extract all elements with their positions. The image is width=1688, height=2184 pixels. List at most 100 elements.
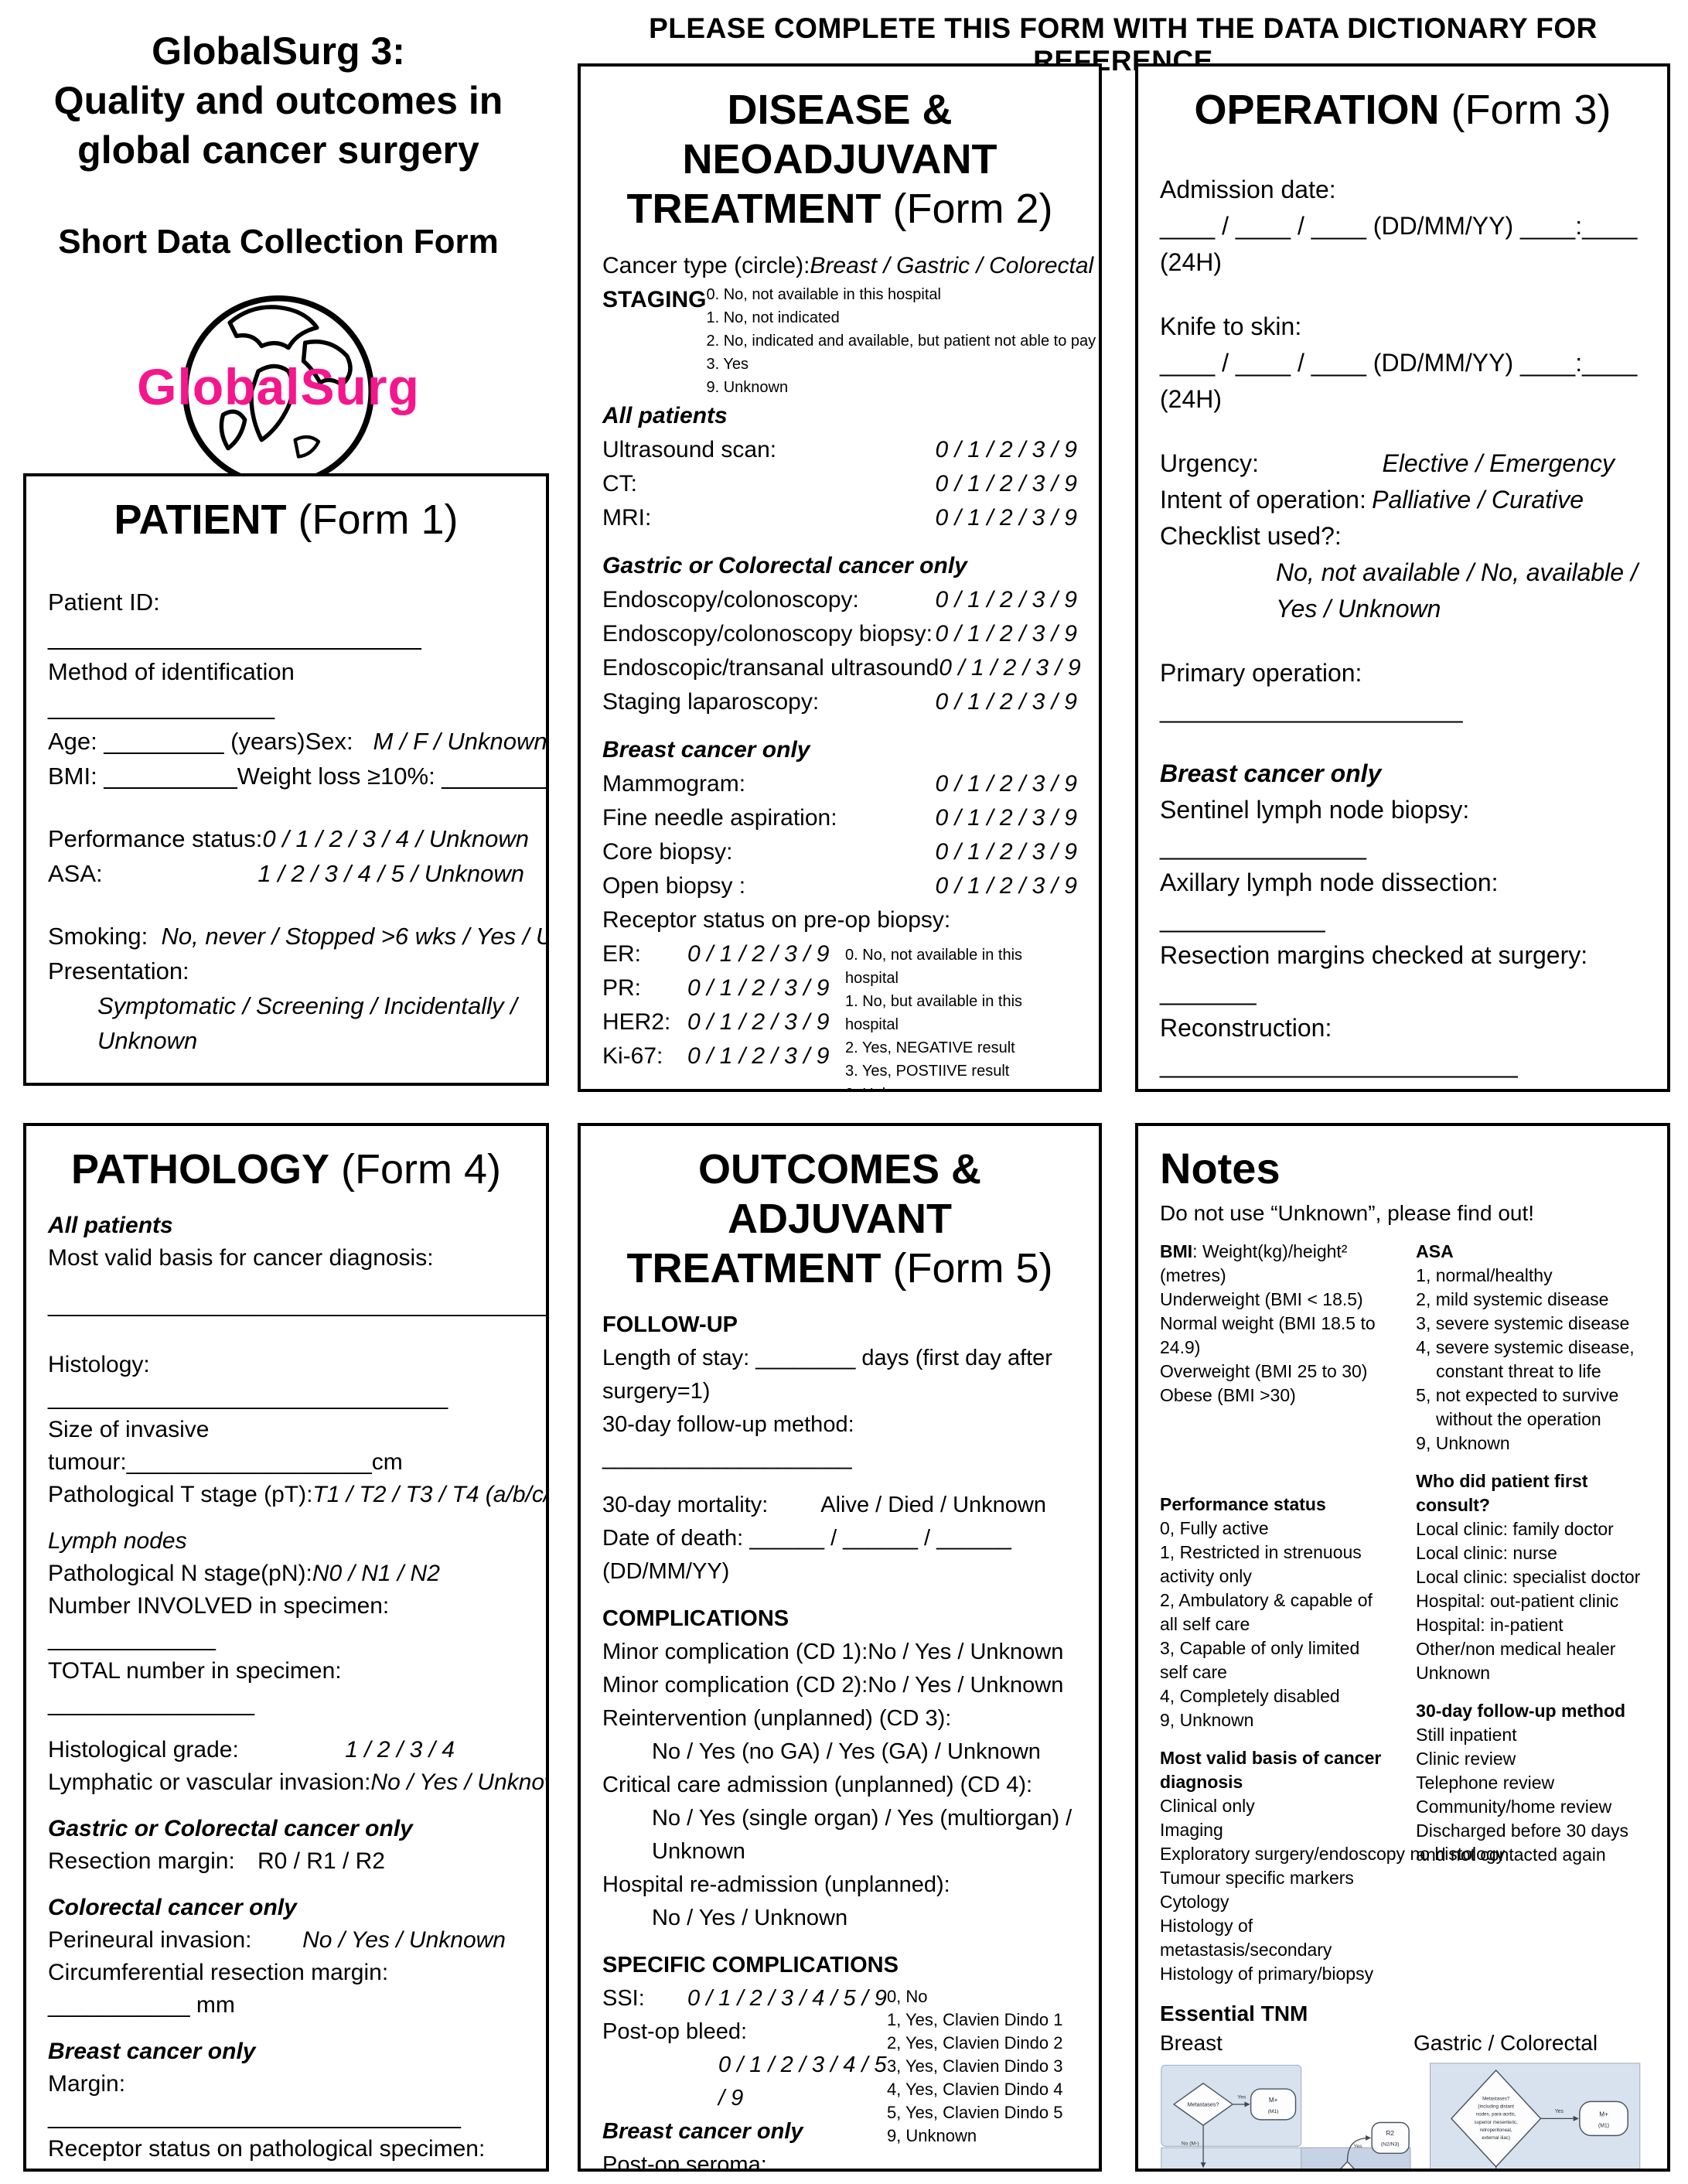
specific-complications-heading: SPECIFIC COMPLICATIONS xyxy=(602,1953,899,1978)
urgency-label: Urgency: xyxy=(1160,449,1260,477)
field-fna: Fine needle aspiration: 0 / 1 / 2 / 3 / 9 xyxy=(602,801,1077,835)
mammogram-label: Mammogram: xyxy=(602,771,746,797)
breast-r2-result xyxy=(1371,2121,1410,2155)
field-er: ER: 0 / 1 / 2 / 3 / 9 xyxy=(602,937,829,971)
field-crm: Circumferential resection margin: ______… xyxy=(48,1960,389,2018)
receptor-path-legend: 0. No, not available in this hospital 1.… xyxy=(300,2165,524,2169)
section-gastric-colorectal: Gastric or Colorectal cancer only xyxy=(602,553,967,578)
mri-label: MRI: xyxy=(602,505,652,531)
field-sentinel-node-biopsy: Sentinel lymph node biopsy: ____________… xyxy=(1160,796,1470,860)
field-patient-id: Patient ID: ____________________________ xyxy=(48,589,421,650)
ssi-label: SSI: xyxy=(602,1986,645,2011)
branding: GlobalSurg 3: Quality and outcomes in gl… xyxy=(23,26,534,543)
cd2-label: Minor complication (CD 2): xyxy=(602,1673,868,1698)
receptor-path-block: ER:0 / 1 / 2 / 3 / 9 PR:0 / 1 / 2 / 3 / … xyxy=(48,2165,524,2169)
consult-heading: Who did patient first consult? xyxy=(1416,1471,1588,1515)
field-axillary-dissection: Axillary lymph node dissection: ________… xyxy=(1160,868,1499,933)
cd-legend-2: 2, Yes, Clavien Dindo 2 xyxy=(886,2033,1063,2053)
field-primary-operation: Primary operation: _____________________… xyxy=(1160,659,1463,723)
ki67-label: Ki-67: xyxy=(602,1043,663,1069)
asa-2: 2, mild systemic disease xyxy=(1416,1289,1609,1309)
receptor-preop-rows: ER: 0 / 1 / 2 / 3 / 9 PR: 0 / 1 / 2 / 3 / … xyxy=(602,937,829,1073)
urgency-options: Elective / Emergency xyxy=(1382,449,1615,477)
fu-3: Community/home review xyxy=(1416,1797,1612,1817)
field-resection-margin: Resection margin: R0 / R1 / R2 xyxy=(48,1845,524,1878)
field-mammogram: Mammogram: 0 / 1 / 2 / 3 / 9 xyxy=(602,767,1077,801)
bmi-formula: : Weight(kg)/height² (metres) xyxy=(1160,1241,1348,1285)
fu-2: Telephone review xyxy=(1416,1773,1555,1793)
field-sex-options: M / F / Unknown xyxy=(373,728,547,755)
field-weight-loss-label: Weight loss ≥10%: _________ xyxy=(237,763,549,790)
asa-9: 9, Unknown xyxy=(1416,1433,1510,1453)
bmi-obese: Obese (BMI >30) xyxy=(1160,1385,1296,1405)
asa-heading: ASA xyxy=(1416,1241,1454,1261)
gc-metastases-decision xyxy=(1450,2069,1542,2168)
field-minor-complication-cd1: Minor complication (CD 1): No / Yes / Unk… xyxy=(602,1636,1077,1669)
cd4-options: No / Yes (single organ) / Yes (multiorga… xyxy=(652,1806,1072,1864)
asa-4b: constant threat to life xyxy=(1436,1361,1601,1381)
perf-0: 0, Fully active xyxy=(1160,1518,1269,1538)
cd-legend-4: 4, Yes, Clavien Dindo 4 xyxy=(886,2080,1063,2099)
field-her2: HER2: 0 / 1 / 2 / 3 / 9 xyxy=(602,1005,829,1039)
fna-options: 0 / 1 / 2 / 3 / 9 xyxy=(935,805,1077,831)
basis-4: Cytology xyxy=(1160,1892,1229,1912)
open-biopsy-options: 0 / 1 / 2 / 3 / 9 xyxy=(935,873,1077,899)
flowchart-text: external iliac) xyxy=(1482,2135,1510,2141)
gc-m1-result xyxy=(1578,2100,1628,2137)
specific-complications-block: SSI: 0 / 1 / 2 / 3 / 4 / 5 / 9 Post-op bl… xyxy=(602,1982,1077,2169)
form5-title: OUTCOMES & ADJUVANT TREATMENT (Form 5) xyxy=(602,1145,1077,1293)
mortality-label: 30-day mortality: xyxy=(602,1493,769,1517)
pr-options: 0 / 1 / 2 / 3 / 9 xyxy=(687,975,830,1001)
fu-1: Clinic review xyxy=(1416,1749,1516,1769)
globalsurg-wordmark: GlobalSurg xyxy=(137,358,420,415)
smoking-options: No, never / Stopped >6 wks / Yes / Unkno… xyxy=(161,923,546,950)
pt-stage-label: Pathological T stage (pT): xyxy=(48,1482,313,1507)
admission-date-label: Admission date: xyxy=(1160,176,1336,203)
form3-title: OPERATION (Form 3) xyxy=(1160,85,1645,135)
field-bmi-weightloss: BMI: __________ Weight loss ≥10%: ______… xyxy=(48,759,546,793)
asa-1: 1, normal/healthy xyxy=(1416,1265,1553,1285)
readmission-options: No / Yes / Unknown xyxy=(652,1906,848,1930)
field-reconstruction: Reconstruction: ________________________… xyxy=(1160,1014,1518,1078)
study-title-line3: global cancer surgery xyxy=(77,128,479,172)
ultrasound-label: Ultrasound scan: xyxy=(602,437,777,462)
flowchart-text: No (M-) xyxy=(1182,2141,1199,2146)
resection-margin-label: Resection margin: xyxy=(48,1848,235,1874)
patient-form1-section: PATIENT (Form 1) Patient ID: ___________… xyxy=(23,473,549,1086)
consult-1: Local clinic: nurse xyxy=(1416,1543,1557,1563)
study-title-line1: GlobalSurg 3: xyxy=(152,29,405,73)
breast-tnm-flowchart: Metastases? Yes M+ (M1) No (M-) Regional… xyxy=(1161,2064,1411,2169)
admission-date-line: ____ / ____ / ____ (DD/MM/YY) ____:____ … xyxy=(1160,212,1638,276)
pt-stage-options: T1 / T2 / T3 / T4 (a/b/c/d) / Tis xyxy=(312,1482,546,1507)
basis-diagnosis-label: Most valid basis for cancer diagnosis: xyxy=(48,1245,434,1271)
cd-legend-6: 9, Unknown xyxy=(886,2126,977,2145)
essential-tnm-heading: Essential TNM xyxy=(1160,2001,1308,2025)
intent-label: Intent of operation: xyxy=(1160,486,1366,514)
section-gastric-colorectal-path: Gastric or Colorectal cancer only xyxy=(48,1816,413,1841)
field-intent: Intent of operation: Palliative / Curativ… xyxy=(1160,482,1645,518)
cd-legend-1: 1, Yes, Clavien Dindo 1 xyxy=(886,2010,1063,2029)
endoscopy-label: Endoscopy/colonoscopy: xyxy=(602,587,859,613)
intent-options: Palliative / Curative xyxy=(1372,486,1584,514)
bmi-overweight: Overweight (BMI 25 to 30) xyxy=(1160,1361,1368,1381)
form2-title-line1: DISEASE & NEOADJUVANT xyxy=(682,87,997,183)
cd-legend-3: 3, Yes, Clavien Dindo 3 xyxy=(886,2056,1063,2076)
form2-title-rest: (Form 2) xyxy=(881,186,1053,232)
ki67-options: 0 / 1 / 2 / 3 / 9 xyxy=(687,1043,830,1069)
notes-columns: BMI: Weight(kg)/height² (metres) Underwe… xyxy=(1160,1240,1645,1986)
bmi-definition: BMI: Weight(kg)/height² (metres) xyxy=(1160,1240,1388,1288)
receptor-legend-4: 9. Unknown xyxy=(845,1083,1077,1089)
field-pr: PR: 0 / 1 / 2 / 3 / 9 xyxy=(602,971,829,1005)
fu-5: and not contacted again xyxy=(1416,1844,1606,1865)
cd2-options: No / Yes / Unknown xyxy=(868,1673,1064,1698)
section-breast-only: Breast cancer only xyxy=(602,737,810,763)
flowchart-text: nodes, para-aortic, xyxy=(1476,2112,1516,2117)
perf-2: 2, Ambulatory & capable of all self care xyxy=(1160,1590,1373,1634)
field-method-of-identification: Method of identification _______________… xyxy=(48,658,295,720)
field-mri: MRI: 0 / 1 / 2 / 3 / 9 xyxy=(602,501,1077,535)
form3-title-bold: OPERATION xyxy=(1194,87,1440,133)
ultrasound-options: 0 / 1 / 2 / 3 / 9 xyxy=(935,437,1077,462)
form-subtitle: Short Data Collection Form xyxy=(58,223,499,261)
lvi-options: No / Yes / Unknown xyxy=(370,1769,546,1795)
presentation-label: Presentation: xyxy=(48,957,189,985)
